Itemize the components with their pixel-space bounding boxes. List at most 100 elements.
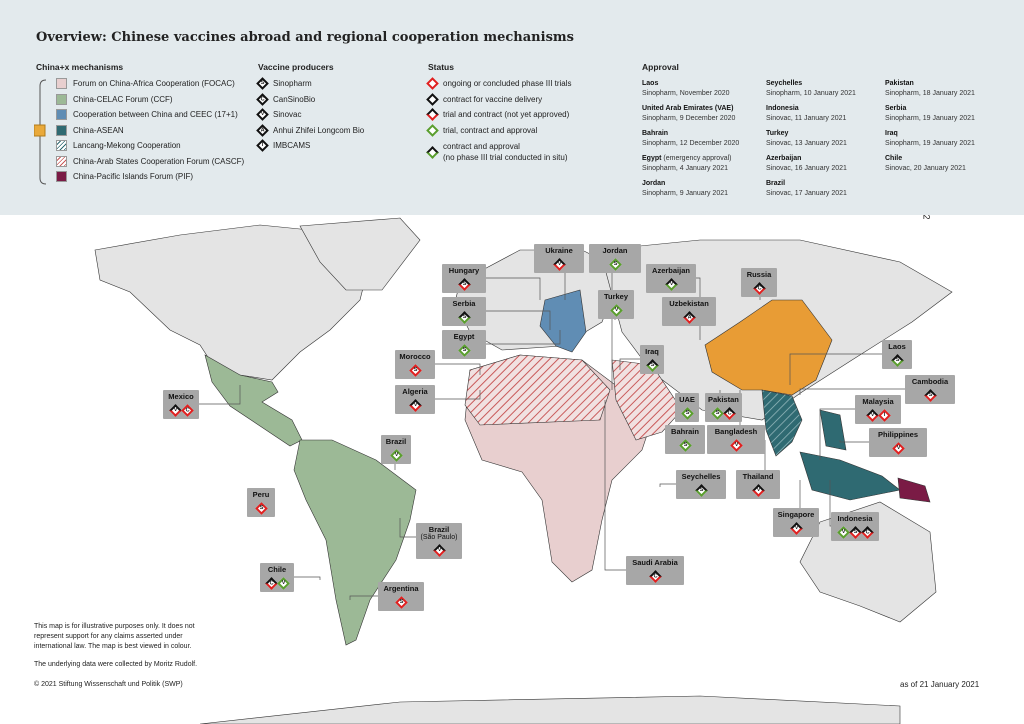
mechanisms-bracket	[34, 79, 47, 185]
producer-legend-item: S Sinopharm	[256, 77, 312, 90]
as-of-date: as of 21 January 2021	[900, 680, 980, 689]
mechanism-swatch-icon	[56, 140, 67, 151]
mechanism-legend-item: China-Arab States Cooperation Forum (CAS…	[56, 155, 244, 167]
vaccine-badge-icon	[426, 108, 439, 121]
country-label-uae: UAE S	[675, 393, 699, 422]
country-label-mexico: Mexico V C	[163, 390, 199, 419]
country-label-turkey: Turkey V	[598, 290, 634, 319]
leader-line	[486, 277, 541, 300]
country-label-philippines: Philippines V	[869, 428, 927, 457]
leader-line	[619, 358, 640, 370]
approval-entry: Chile Sinovac, 20 January 2021	[885, 155, 966, 172]
vaccine-badge-icon: C	[648, 569, 662, 583]
vaccine-badge-icon: C	[723, 406, 736, 420]
leader-line	[294, 576, 321, 580]
leader-line	[819, 408, 855, 460]
approval-entry: Indonesia Sinovac, 11 January 2021	[766, 105, 847, 122]
vaccine-badge-icon: A	[256, 123, 269, 137]
country-label-ukraine: Ukraine V	[534, 244, 584, 273]
leader-line	[486, 330, 561, 345]
status-legend-item: contract and approval (no phase III trial…	[426, 141, 568, 163]
leader-line	[435, 390, 481, 400]
vaccine-badge-icon	[426, 77, 439, 90]
approval-entry: Iraq Sinopharm, 19 January 2021	[885, 130, 975, 147]
vaccine-badge-icon: A	[682, 310, 696, 324]
philippines	[819, 409, 847, 451]
mechanism-swatch-icon	[56, 171, 67, 182]
leader-line	[799, 388, 905, 395]
data-credit: The underlying data were collected by Mo…	[34, 661, 198, 668]
china	[704, 299, 833, 396]
vaccine-badge-icon: C	[256, 92, 269, 106]
leader-line	[435, 363, 481, 375]
vaccine-badge-icon	[426, 145, 439, 159]
ceec-region	[539, 289, 587, 353]
status-legend-item: trial, contract and approval	[426, 123, 537, 137]
greenland	[299, 217, 421, 291]
south-america	[293, 439, 417, 646]
country-label-egypt: Egypt S	[442, 330, 486, 359]
approval-entry: Serbia Sinopharm, 19 January 2021	[885, 105, 975, 122]
leader-line	[659, 483, 676, 487]
status-legend-item: trial and contract (not yet approved)	[426, 108, 569, 121]
vaccine-badge-icon: S	[394, 595, 408, 609]
leader-line	[486, 310, 551, 330]
antarctica	[199, 695, 901, 724]
country-label-saudi-arabia: Saudi Arabia C	[626, 556, 684, 585]
approval-entry: Azerbaijan Sinovac, 16 January 2021	[766, 155, 847, 172]
vaccine-badge-icon: S	[680, 406, 694, 420]
country-label-thailand: Thailand V	[736, 470, 780, 499]
country-label-brazil: Brazil V	[381, 435, 411, 464]
producer-legend-item: A Anhui Zhifei Longcom Bio	[256, 123, 364, 137]
country-label-malaysia: Malaysia V I	[855, 395, 901, 424]
country-label-bangladesh: Bangladesh V	[707, 425, 765, 454]
approval-entry: Bahrain Sinopharm, 12 December 2020	[642, 130, 740, 147]
country-label-azerbaijan: Azerbaijan V	[646, 264, 696, 293]
copyright: © 2021 Stiftung Wissenschaft und Politik…	[34, 681, 183, 688]
vaccine-badge-icon: V	[789, 521, 803, 535]
pif-region	[897, 477, 931, 503]
vaccine-badge-icon: S	[256, 77, 269, 90]
approval-entry: Jordan Sinopharm, 9 January 2021	[642, 180, 728, 197]
mechanism-swatch-icon	[56, 124, 67, 136]
vaccine-badge-icon: V	[836, 525, 850, 539]
mechanism-legend-item: China-CELAC Forum (CCF)	[56, 93, 173, 105]
mechanism-legend-item: Cooperation between China and CEEC (17+1…	[56, 109, 238, 120]
mechanism-legend-item: China-ASEAN	[56, 124, 124, 136]
vaccine-badge-icon: V	[865, 408, 879, 422]
producer-legend-item: V Sinovac	[256, 108, 301, 121]
approval-entry: Laos Sinopharm, November 2020	[642, 80, 730, 97]
approval-entry: Pakistan Sinopharm, 18 January 2021	[885, 80, 975, 97]
leader-line	[349, 595, 378, 600]
vaccine-badge-icon: S	[694, 483, 708, 497]
vaccine-badge-icon: I	[877, 408, 891, 422]
producer-legend-item: I IMBCAMS	[256, 139, 310, 152]
country-label-chile: Chile C V	[260, 563, 294, 592]
producer-legend-item: C CanSinoBio	[256, 92, 315, 106]
country-label-indonesia: Indonesia V S C	[831, 512, 879, 541]
vaccine-badge-icon: V	[891, 441, 905, 455]
country-label-cambodia: Cambodia S	[905, 375, 955, 404]
country-label-peru: Peru S	[247, 488, 275, 517]
status-legend-item: ongoing or concluded phase III trials	[426, 77, 572, 90]
leader-line	[839, 440, 869, 443]
mechanism-swatch-icon	[56, 155, 67, 167]
mechanism-swatch-icon	[56, 93, 67, 105]
leader-line	[829, 480, 831, 527]
approval-entry: Seychelles Sinopharm, 10 January 2021	[766, 80, 856, 97]
leader-line	[604, 400, 626, 571]
country-label-seychelles: Seychelles S	[676, 470, 726, 499]
approval-entry: Egypt (emergency approval) Sinopharm, 4 J…	[642, 155, 732, 172]
vaccine-badge-icon	[426, 92, 439, 106]
approval-heading: Approval	[642, 62, 679, 72]
mechanism-legend-item: Lancang-Mekong Cooperation	[56, 140, 181, 151]
vaccine-badge-icon: V	[664, 277, 678, 291]
country-label-singapore: Singapore V	[773, 508, 819, 537]
mekong-region	[761, 389, 803, 457]
vaccine-badge-icon: C	[752, 281, 766, 295]
country-label-jordan: Jordan S	[589, 244, 641, 273]
vaccine-badge-icon: V	[729, 438, 743, 452]
country-label-brazil: Brazil (São Paulo) V	[416, 523, 462, 559]
leader-line	[199, 385, 241, 405]
approval-entry: United Arab Emirates (VAE) Sinopharm, 9 D…	[642, 105, 736, 122]
